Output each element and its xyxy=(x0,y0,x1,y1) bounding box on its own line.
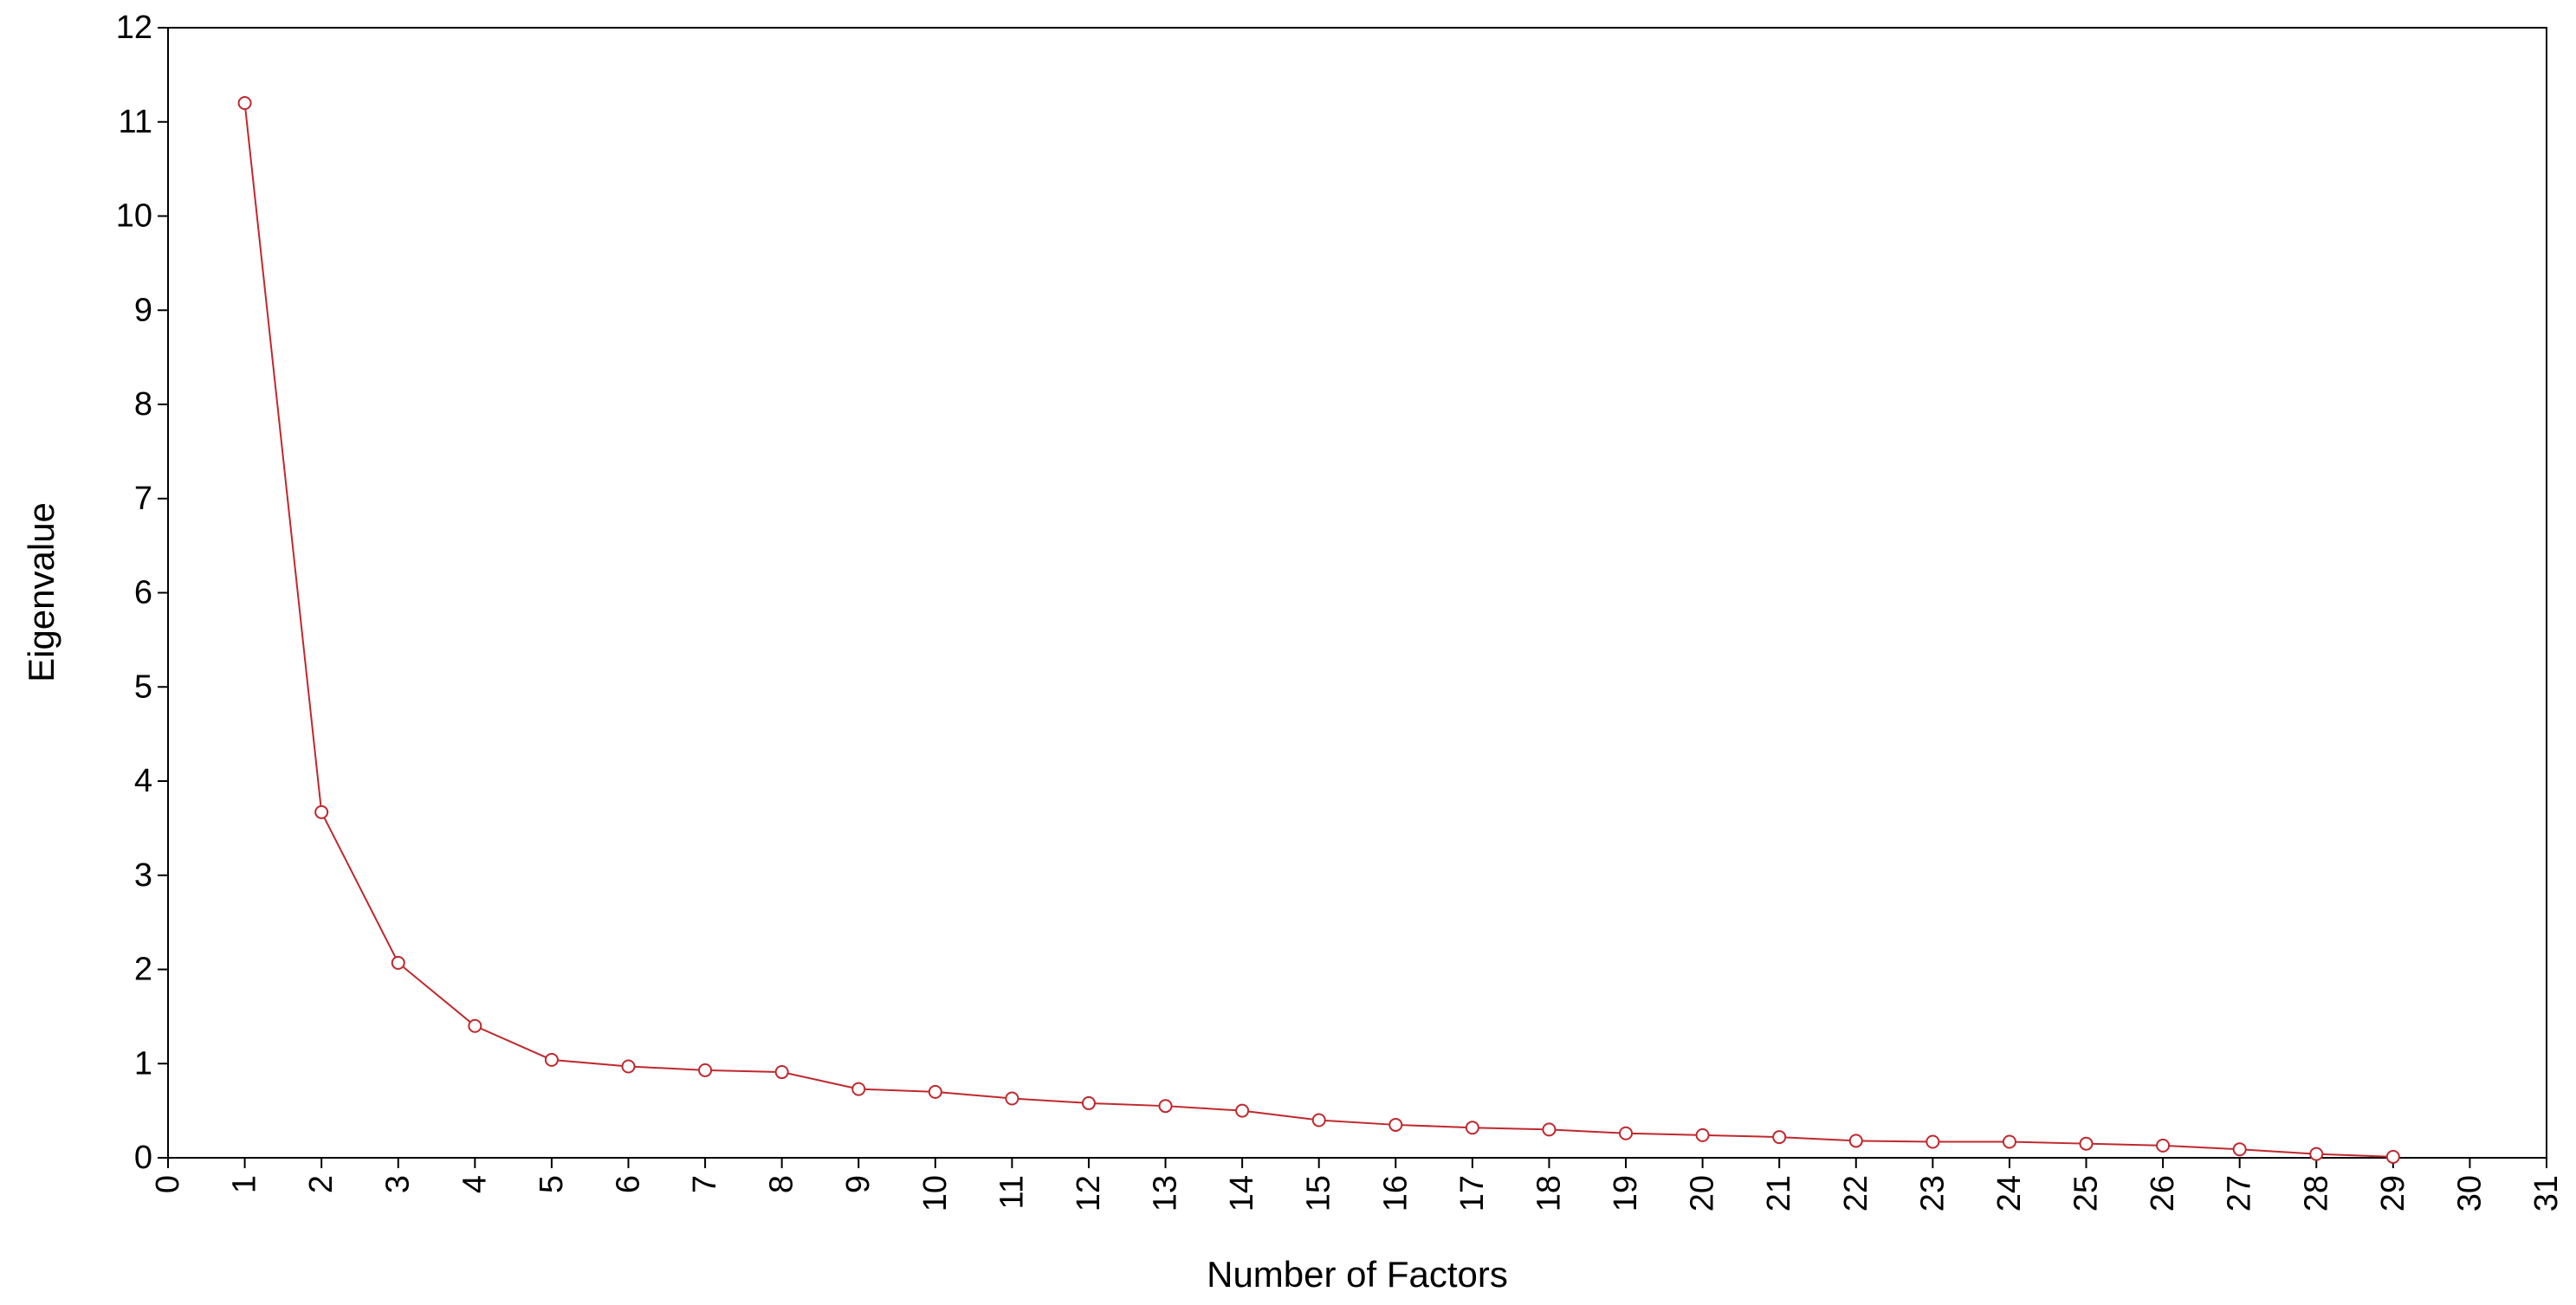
y-tick-label: 9 xyxy=(134,292,152,328)
x-tick-label: 1 xyxy=(227,1175,263,1193)
x-tick-label: 23 xyxy=(1914,1175,1951,1211)
data-point xyxy=(1388,1117,1403,1132)
y-tick-label: 5 xyxy=(134,669,152,705)
x-tick-label: 16 xyxy=(1377,1175,1414,1211)
x-tick-label: 22 xyxy=(1838,1175,1874,1211)
data-point xyxy=(1542,1122,1557,1137)
y-tick-label: 8 xyxy=(134,386,152,423)
y-tick-label: 2 xyxy=(134,952,152,988)
x-tick-label: 8 xyxy=(764,1175,800,1193)
y-tick-label: 7 xyxy=(134,481,152,517)
data-point xyxy=(1311,1113,1326,1127)
x-tick-label: 17 xyxy=(1454,1175,1491,1211)
y-tick-label: 0 xyxy=(134,1140,152,1176)
x-tick-label: 2 xyxy=(303,1175,340,1193)
x-tick-label: 11 xyxy=(994,1175,1030,1209)
data-point xyxy=(621,1059,636,1074)
x-tick-label: 26 xyxy=(2145,1175,2181,1211)
x-tick-label: 29 xyxy=(2375,1175,2411,1211)
data-point xyxy=(2232,1142,2247,1157)
data-point xyxy=(2156,1138,2171,1153)
data-point xyxy=(698,1063,713,1077)
data-point xyxy=(1772,1130,1787,1145)
x-tick-label: 31 xyxy=(2528,1175,2565,1211)
x-tick-label: 24 xyxy=(1991,1175,2028,1211)
y-axis-title: Eigenvalue xyxy=(21,502,61,682)
plot-area xyxy=(167,27,2547,1159)
x-tick-label: 13 xyxy=(1148,1175,1184,1211)
x-tick-label: 21 xyxy=(1761,1175,1797,1211)
x-tick-label: 12 xyxy=(1071,1175,1107,1211)
data-point xyxy=(1848,1134,1863,1148)
x-axis-title: Number of Factors xyxy=(1207,1254,1508,1295)
data-point xyxy=(851,1082,866,1096)
y-tick-label: 10 xyxy=(116,198,152,235)
x-tick-label: 19 xyxy=(1608,1175,1644,1211)
data-point xyxy=(2002,1134,2016,1149)
y-tick-label: 11 xyxy=(119,104,152,140)
data-point xyxy=(2385,1149,2400,1164)
y-tick-label: 3 xyxy=(134,857,152,894)
data-point xyxy=(774,1065,789,1080)
data-point xyxy=(1465,1121,1479,1135)
x-tick-label: 25 xyxy=(2068,1175,2105,1211)
x-tick-label: 0 xyxy=(150,1175,186,1193)
x-tick-label: 6 xyxy=(610,1175,646,1193)
x-tick-label: 10 xyxy=(917,1175,954,1211)
data-point xyxy=(468,1018,482,1033)
data-point xyxy=(928,1084,942,1099)
x-tick-label: 27 xyxy=(2222,1175,2258,1211)
data-point xyxy=(1695,1127,1710,1142)
data-point xyxy=(1619,1126,1634,1140)
y-tick-label: 12 xyxy=(116,10,152,46)
data-point xyxy=(1158,1099,1173,1114)
x-tick-label: 3 xyxy=(380,1175,417,1193)
series-layer xyxy=(237,96,2400,1164)
x-tick-label: 14 xyxy=(1224,1175,1260,1211)
data-point xyxy=(1926,1134,1940,1149)
x-tick-label: 4 xyxy=(456,1175,493,1193)
data-point xyxy=(314,804,329,819)
y-tick-label: 4 xyxy=(134,763,152,799)
x-axis: 0 1 2 3 4 5 6 7 8 9 10 11 12 13 14 15 16 17 18 19 20 21 22 23 24… xyxy=(150,1158,2565,1211)
y-tick-label: 1 xyxy=(134,1045,152,1082)
y-tick-label: 6 xyxy=(134,575,152,611)
x-tick-label: 20 xyxy=(1685,1175,1721,1211)
data-point xyxy=(544,1052,559,1067)
x-tick-label: 5 xyxy=(534,1175,570,1193)
data-point xyxy=(1005,1091,1019,1106)
data-point xyxy=(237,96,252,110)
x-tick-label: 30 xyxy=(2451,1175,2488,1211)
data-point xyxy=(2079,1136,2094,1151)
data-point xyxy=(1235,1103,1250,1118)
x-tick-label: 15 xyxy=(1301,1175,1337,1211)
x-tick-label: 18 xyxy=(1531,1175,1567,1211)
x-tick-label: 7 xyxy=(687,1175,723,1193)
x-tick-label: 9 xyxy=(840,1175,877,1193)
data-point xyxy=(391,955,405,970)
data-point xyxy=(2309,1147,2324,1161)
data-point xyxy=(1081,1095,1096,1110)
x-tick-label: 28 xyxy=(2298,1175,2334,1211)
